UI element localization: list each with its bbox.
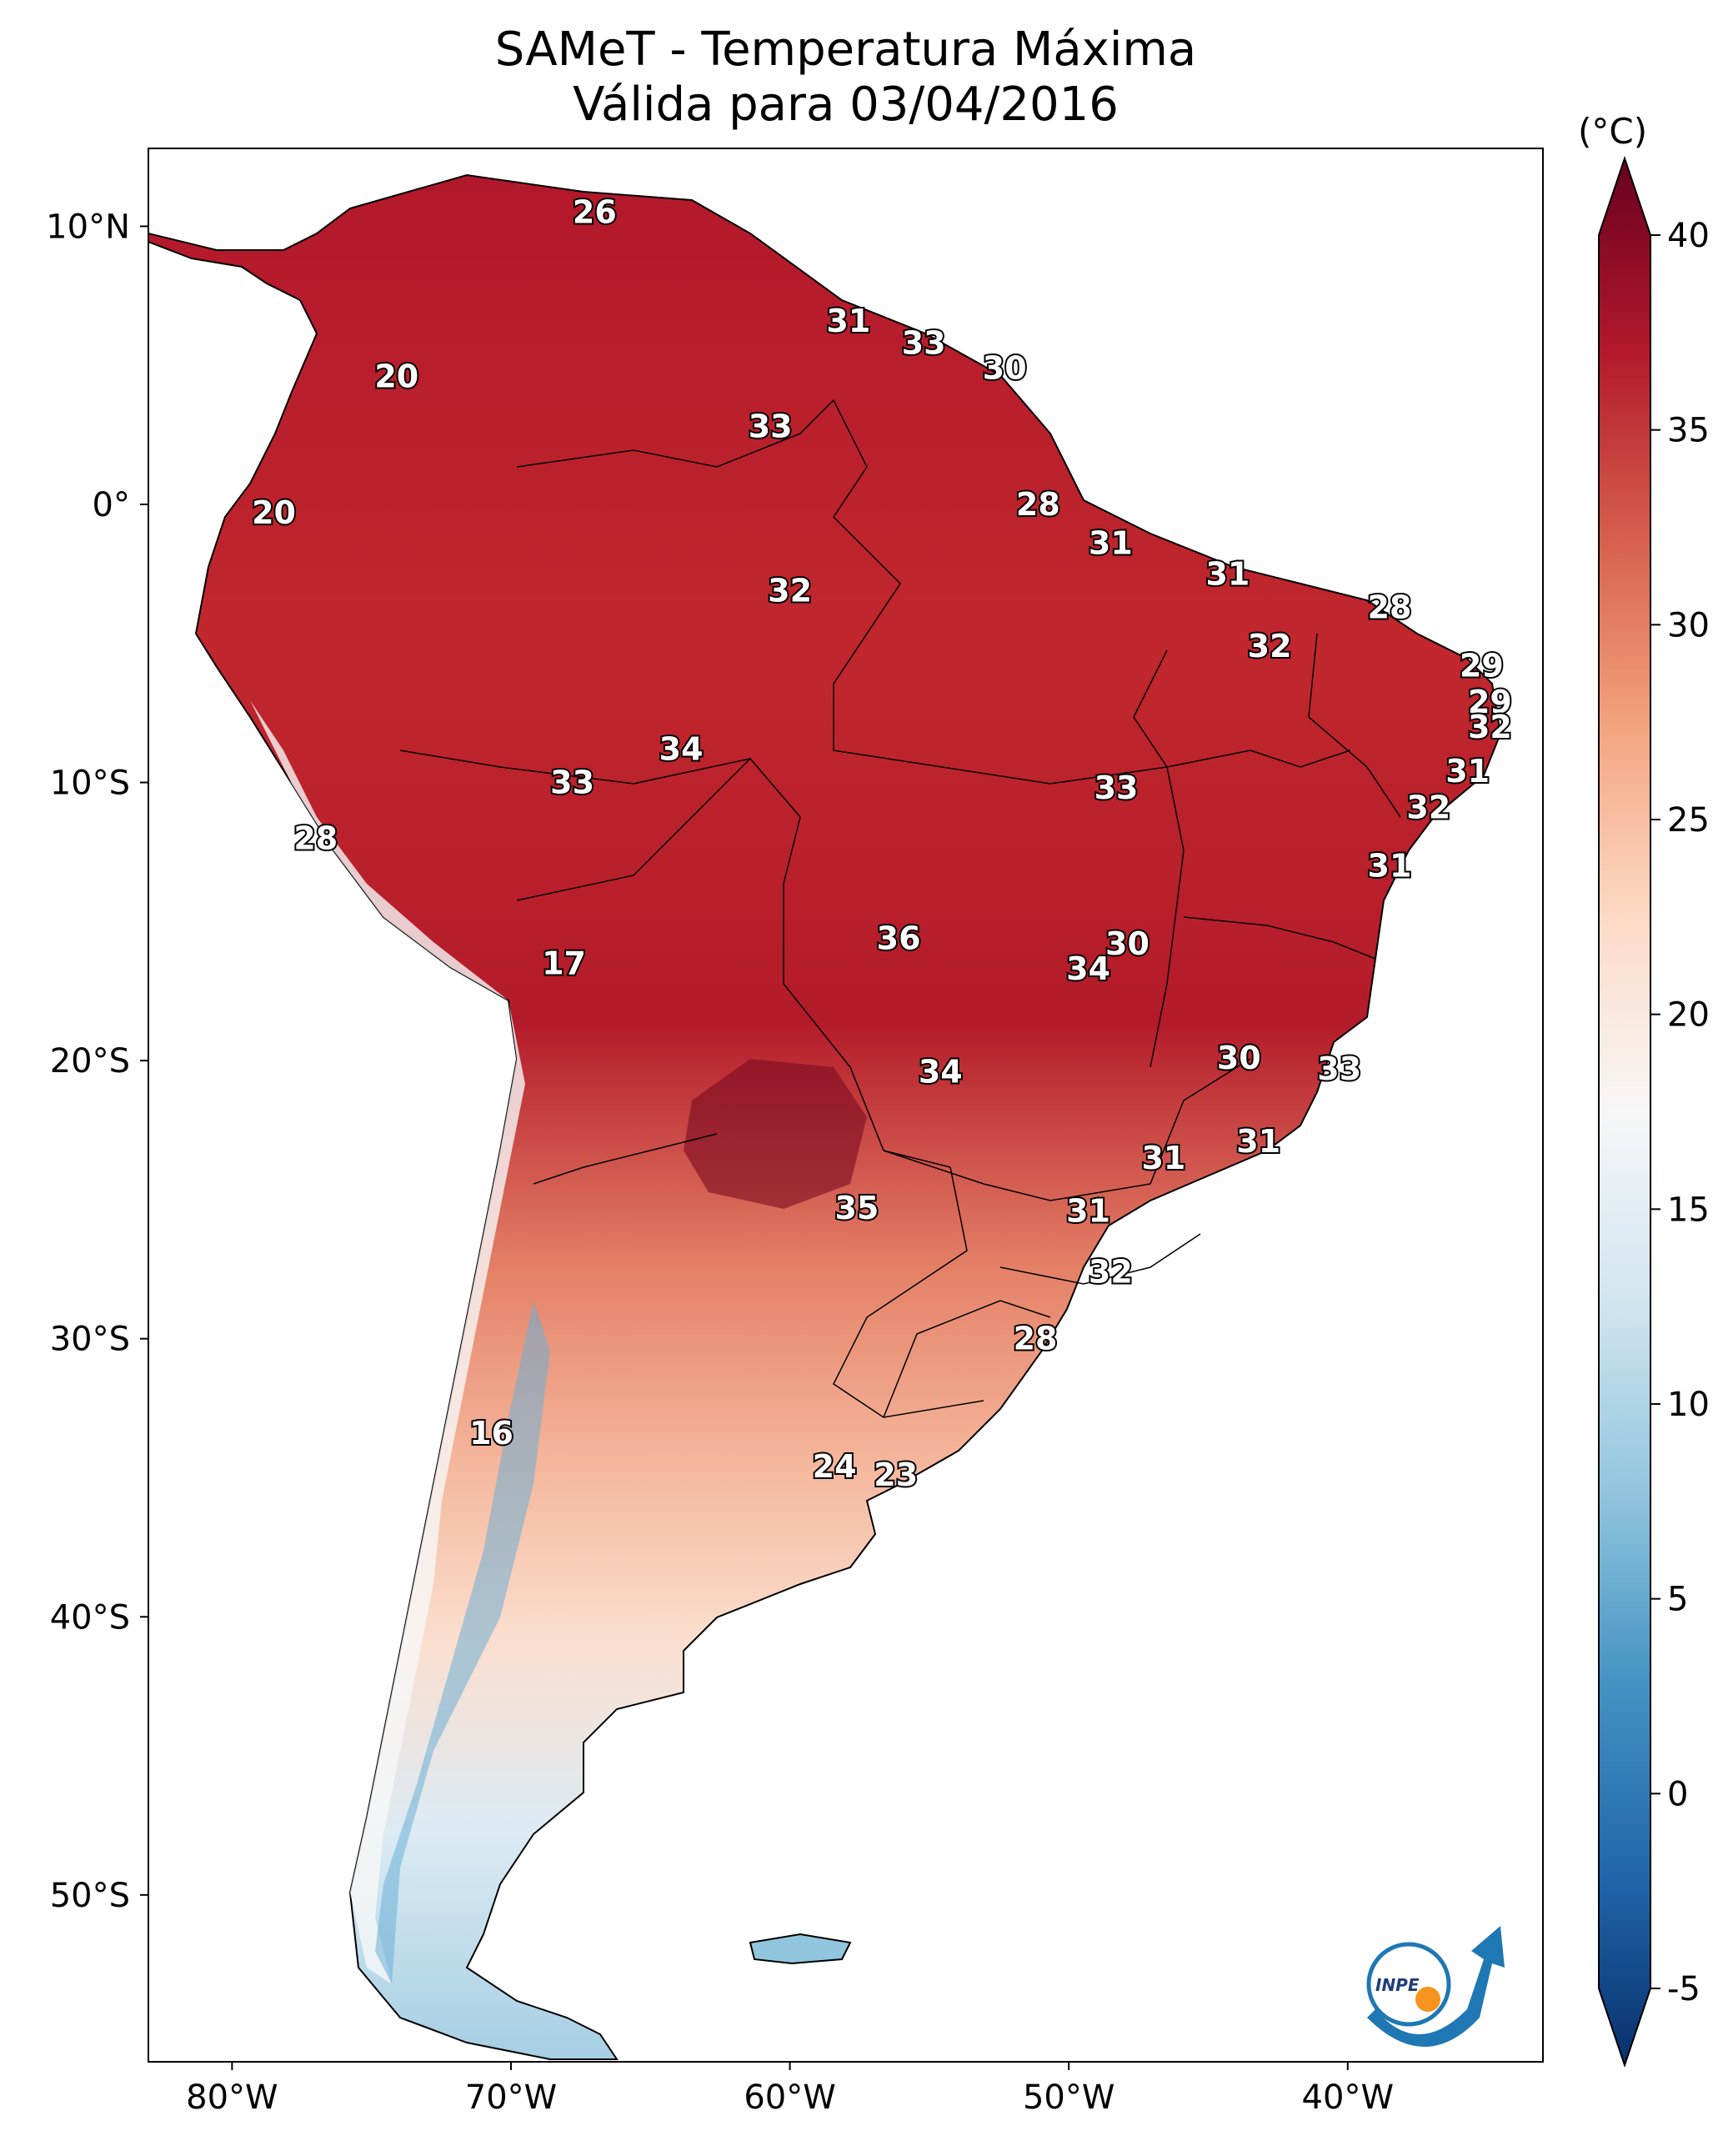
inpe-logo-ring <box>1366 1942 1451 2027</box>
map-frame <box>148 148 1544 2063</box>
city-temperature-label: 30 <box>1105 925 1150 962</box>
colorbar-tick-label: 25 <box>1667 801 1710 840</box>
city-temperature-label: 34 <box>659 731 704 768</box>
lat-tick-label: 40°S <box>50 1598 130 1637</box>
lon-tick-label: 40°W <box>1302 2078 1394 2117</box>
lat-tick-label: 0° <box>93 486 130 524</box>
city-temperature-label: 32 <box>768 572 812 609</box>
inpe-logo-arrow-icon <box>1367 1926 1505 2047</box>
colorbar-tick-label: 5 <box>1667 1581 1688 1619</box>
city-temperature-label: 29 <box>1468 684 1512 720</box>
colorbar-unit: (°C) <box>1578 111 1647 152</box>
andes-snow-band <box>375 1301 550 1984</box>
city-temperature-label: 16 <box>469 1415 513 1452</box>
lon-tick-label: 50°W <box>1023 2078 1114 2117</box>
city-temperature-label: 20 <box>374 358 418 395</box>
andes-cool-band <box>250 700 525 1984</box>
inpe-logo-text: INPE <box>1375 1975 1420 1995</box>
city-temperature-label: 33 <box>749 409 793 445</box>
city-temperature-label: 33 <box>1317 1050 1361 1087</box>
city-temperature-label: 17 <box>542 945 586 981</box>
city-temperature-label: 31 <box>1205 555 1250 592</box>
lat-tick-label: 30°S <box>50 1321 130 1359</box>
city-temperature-label: 23 <box>874 1457 918 1493</box>
lat-tick-label: 10°S <box>50 765 130 803</box>
city-temperature-label: 34 <box>919 1053 963 1090</box>
city-temperature-label: 26 <box>573 194 617 231</box>
city-temperature-label: 24 <box>813 1448 857 1485</box>
city-temperature-label: 35 <box>834 1190 879 1226</box>
inpe-logo: INPE <box>1366 1926 1505 2047</box>
city-temperature-label: 28 <box>1016 486 1060 523</box>
falkland-islands <box>749 1933 852 1965</box>
map-area <box>148 173 1502 2060</box>
city-temperature-label: 36 <box>877 920 921 956</box>
colorbar-tick-label: 35 <box>1667 412 1710 450</box>
inpe-logo-dot <box>1415 1987 1440 2012</box>
colorbar-tick-label: -5 <box>1667 1970 1700 2008</box>
city-temperature-label: 29 <box>1460 647 1504 684</box>
city-temperature-label: 31 <box>1236 1123 1280 1160</box>
city-temperature-label: 33 <box>550 765 594 801</box>
colorbar-bar <box>1598 155 1651 2068</box>
city-temperature-label: 28 <box>1014 1321 1058 1357</box>
city-temperature-label: 33 <box>1094 770 1139 806</box>
colorbar-tick-label: 0 <box>1667 1775 1688 1813</box>
map-title: SAMeT - Temperatura Máxima <box>494 23 1197 77</box>
chaco-hot-spot <box>684 1059 867 1209</box>
colorbar-tick-label: 15 <box>1667 1191 1710 1229</box>
city-temperature-label: 30 <box>1217 1040 1261 1076</box>
city-temperature-label: 31 <box>1141 1140 1185 1176</box>
city-temperature-label: 31 <box>1089 525 1133 562</box>
map-subtitle: Válida para 03/04/2016 <box>573 78 1119 132</box>
latitude-ticks: 10°N 0° 10°S 20°S 30°S 40°S 50°S <box>46 208 148 1915</box>
city-temperature-label: 32 <box>1248 628 1292 664</box>
city-temperature-label: 28 <box>293 820 338 856</box>
colorbar-tick-label: 40 <box>1667 217 1710 255</box>
country-borders <box>399 399 1401 1418</box>
city-temperature-label: 33 <box>902 325 946 362</box>
colorbar-tick-label: 10 <box>1667 1386 1710 1424</box>
city-temperature-label: 32 <box>1468 709 1512 745</box>
city-temperature-label: 32 <box>1089 1254 1133 1291</box>
lon-tick-label: 60°W <box>744 2078 835 2117</box>
colorbar-ticks: 40 35 30 25 20 15 10 5 0 -5 <box>1650 217 1710 2008</box>
city-temperature-label: 31 <box>1445 753 1490 790</box>
colorbar-tick-label: 20 <box>1667 996 1710 1035</box>
lat-tick-label: 20°S <box>50 1042 130 1081</box>
city-temperature-label: 31 <box>1066 1192 1110 1229</box>
lat-tick-label: 10°N <box>46 208 130 246</box>
colorbar: 40 35 30 25 20 15 10 5 0 -5 (°C) <box>1578 111 1710 2068</box>
city-temperature-label: 30 <box>983 350 1027 387</box>
lon-tick-label: 70°W <box>465 2078 557 2117</box>
colorbar-tick-label: 30 <box>1667 606 1710 644</box>
city-temperature-label: 28 <box>1368 589 1412 625</box>
city-temperature-label: 31 <box>826 303 870 339</box>
lat-tick-label: 50°S <box>50 1877 130 1915</box>
city-temperature-label: 20 <box>252 494 296 531</box>
lon-tick-label: 80°W <box>186 2078 278 2117</box>
longitude-ticks: 80°W 70°W 60°W 50°W 40°W <box>186 2062 1394 2117</box>
city-temperature-label: 32 <box>1406 790 1450 826</box>
city-temperature-label: 31 <box>1368 848 1412 885</box>
city-temperature-label: 34 <box>1066 950 1110 987</box>
